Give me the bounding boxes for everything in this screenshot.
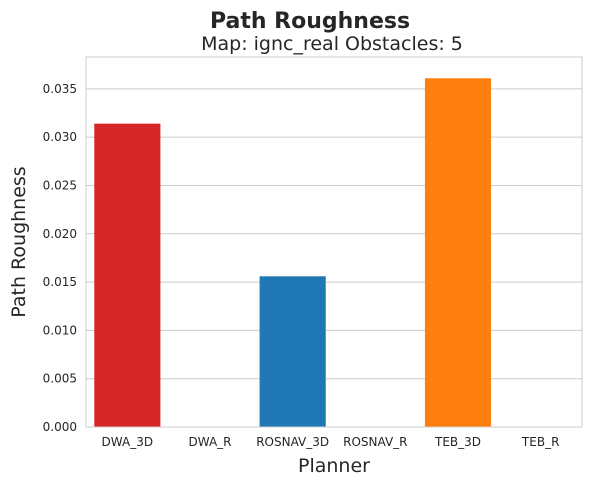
- y-tick-labels: 0.000 0.005 0.010 0.015 0.020 0.025 0.030 0.035: [43, 82, 77, 434]
- plot-frame: [85, 56, 583, 428]
- x-tick-label: ROSNAV_R: [343, 435, 407, 449]
- y-tick-label: 0.005: [43, 372, 77, 386]
- bar-dwa-3d: [94, 123, 161, 428]
- x-tick-label: ROSNAV_3D: [256, 435, 329, 449]
- y-tick-label: 0.000: [43, 420, 77, 434]
- x-tick-labels: DWA_3D DWA_R ROSNAV_3D ROSNAV_R TEB_3D TEB_R: [102, 435, 560, 449]
- x-tick-label: TEB_3D: [434, 435, 481, 449]
- y-tick-label: 0.010: [43, 323, 77, 337]
- bar-rosnav-3d: [259, 276, 326, 427]
- x-tick-label: TEB_R: [521, 435, 559, 449]
- bars: [94, 78, 492, 428]
- y-tick-label: 0.025: [43, 178, 77, 192]
- x-tick-label: DWA_R: [189, 435, 232, 449]
- grid-lines: [86, 88, 582, 428]
- chart-title: Path Roughness: [210, 9, 410, 34]
- y-axis-label: Path Roughness: [8, 166, 30, 317]
- x-tick-label: DWA_3D: [102, 435, 154, 449]
- y-tick-label: 0.020: [43, 227, 77, 241]
- x-axis-label: Planner: [298, 455, 370, 477]
- y-tick-label: 0.030: [43, 130, 77, 144]
- y-tick-label: 0.035: [43, 82, 77, 96]
- chart-subtitle: Map: ignc_real Obstacles: 5: [201, 33, 463, 55]
- y-tick-label: 0.015: [43, 275, 77, 289]
- bar-teb-3d: [424, 78, 492, 427]
